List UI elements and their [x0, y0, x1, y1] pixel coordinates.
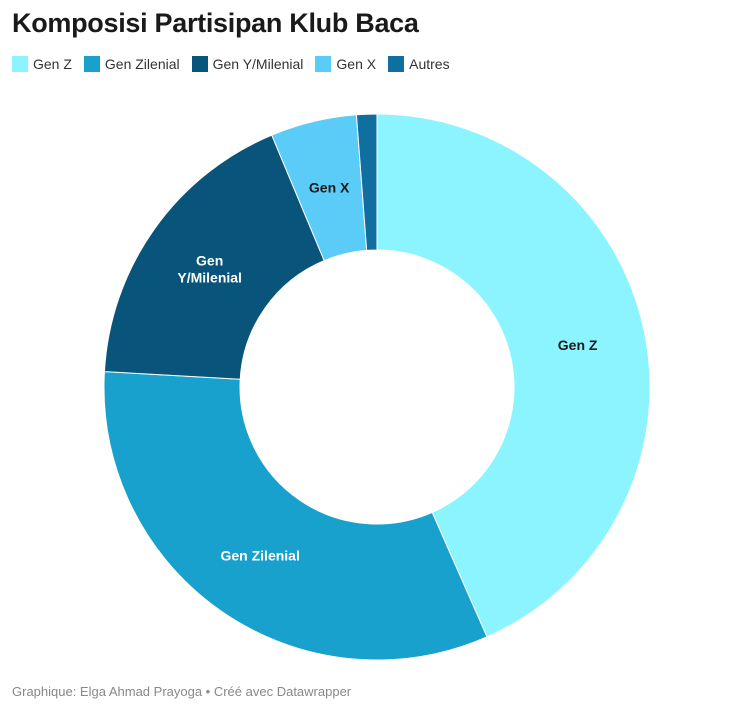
legend-item: Gen Y/Milenial [191, 56, 304, 72]
legend-item: Gen Zilenial [83, 56, 180, 72]
legend-swatch [83, 56, 100, 72]
legend-item: Autres [388, 56, 450, 72]
legend-swatch [191, 56, 208, 72]
slice-label: Gen Zilenial [221, 547, 300, 563]
legend-item: Gen Z [12, 56, 72, 72]
slice-label: Gen X [309, 180, 350, 196]
legend-label: Gen Zilenial [104, 56, 180, 72]
legend-swatch [315, 56, 332, 72]
donut-chart: Gen Z Gen Zilenial Gen Y/Milenial Gen X [103, 113, 651, 661]
slice-label: Gen Z [558, 337, 598, 353]
slice-gen-z [376, 113, 651, 638]
chart-title: Komposisi Partisipan Klub Baca [12, 8, 419, 38]
legend-label: Gen X [336, 56, 377, 72]
slice-gen-y-milenial [103, 134, 325, 380]
legend-swatch [388, 56, 405, 72]
slice-autres [355, 113, 378, 251]
slice-label: Gen Y/Milenial [177, 253, 242, 286]
legend-label: Gen Z [33, 56, 72, 72]
legend-label: Autres [409, 56, 450, 72]
slice-gen-zilenial [103, 371, 488, 661]
legend-swatch [12, 56, 28, 72]
footer-credit: Graphique: Elga Ahmad Prayoga • Créé ave… [12, 684, 352, 699]
legend-label: Gen Y/Milenial [212, 56, 304, 72]
legend: Gen Z Gen Zilenial Gen Y/Milenial Gen X Autr… [12, 56, 450, 72]
legend-item: Gen X [315, 56, 376, 72]
